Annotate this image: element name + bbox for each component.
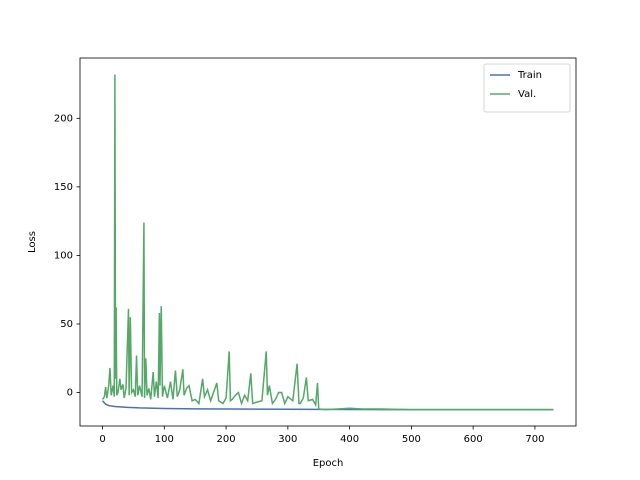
legend-box	[483, 63, 571, 113]
plot-area	[80, 58, 576, 426]
y-tick-label: 200	[54, 113, 73, 124]
x-tick-label: 500	[402, 434, 421, 445]
x-tick-label: 400	[340, 434, 359, 445]
plot-frame	[79, 57, 577, 427]
y-axis-label: Loss	[27, 231, 38, 253]
x-tick-label: 600	[464, 434, 483, 445]
x-tick-label: 0	[99, 434, 105, 445]
line	[101, 74, 554, 411]
x-tick-label: 100	[155, 434, 174, 445]
x-tick-label: 200	[217, 434, 236, 445]
y-tick-label: 50	[60, 319, 73, 330]
y-tick-label: 150	[54, 182, 73, 193]
y-tick-label: 0	[67, 388, 73, 399]
x-tick-label: 300	[278, 434, 297, 445]
legend-label: Val.	[518, 89, 536, 100]
y-tick-label: 100	[54, 250, 73, 261]
legend-label: Train	[517, 70, 542, 81]
x-axis-label: Epoch	[313, 458, 344, 469]
x-tick-label: 700	[525, 434, 544, 445]
